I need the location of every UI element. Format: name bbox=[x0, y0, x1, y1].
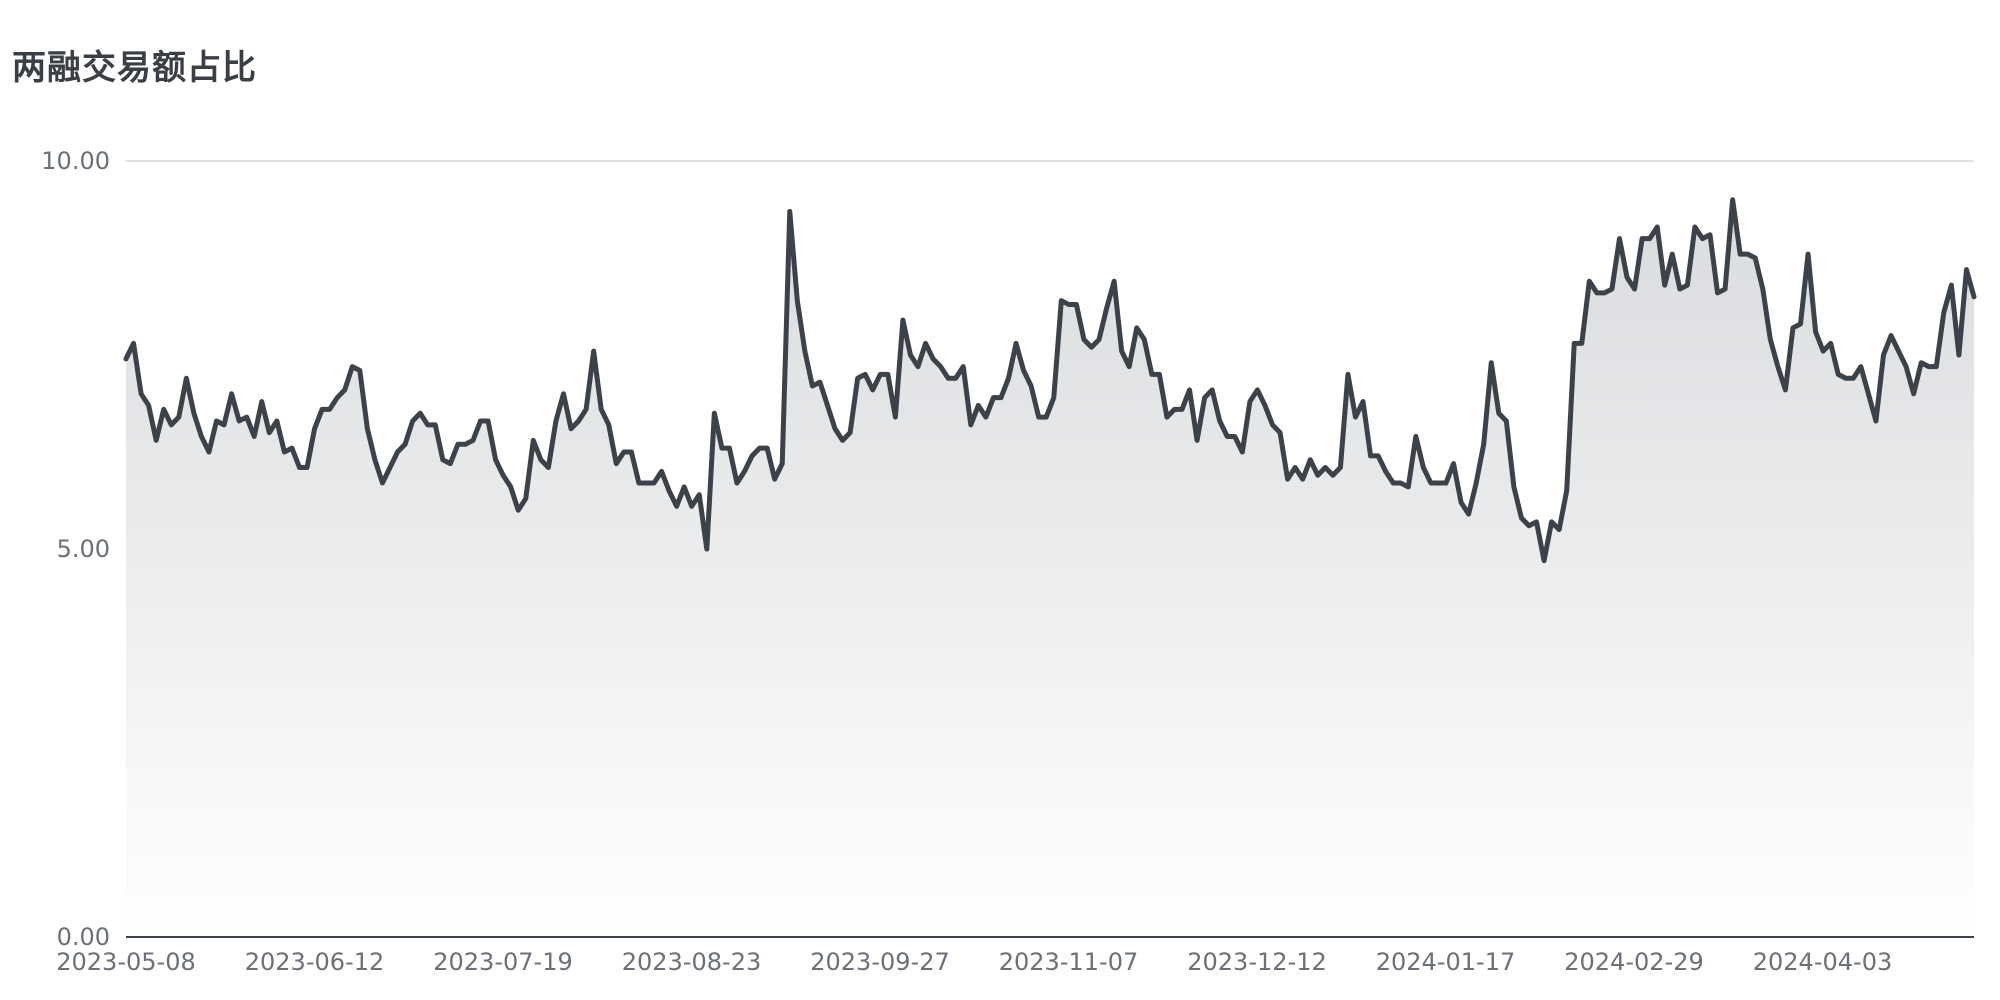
x-tick-label: 2024-02-29 bbox=[1564, 948, 1703, 976]
x-tick-label: 2023-12-12 bbox=[1187, 948, 1326, 976]
series-area bbox=[126, 199, 1974, 938]
x-tick-label: 2023-05-08 bbox=[56, 948, 195, 976]
chart-title: 两融交易额占比 bbox=[12, 48, 257, 88]
x-axis-ticks: 2023-05-08 2023-06-12 2023-07-19 2023-08-23… bbox=[56, 948, 1892, 976]
x-tick-label: 2024-01-17 bbox=[1376, 948, 1515, 976]
x-tick-label: 2023-08-23 bbox=[622, 948, 761, 976]
y-axis-ticks: 0.00 5.00 10.00 bbox=[41, 147, 110, 951]
x-tick-label: 2024-04-03 bbox=[1753, 948, 1892, 976]
y-tick-label: 10.00 bbox=[41, 147, 110, 175]
series-line bbox=[123, 197, 1977, 564]
y-tick-label: 5.00 bbox=[57, 535, 110, 563]
x-tick-label: 2023-07-19 bbox=[433, 948, 572, 976]
x-tick-label: 2023-09-27 bbox=[810, 948, 949, 976]
y-tick-label: 0.00 bbox=[57, 923, 110, 951]
x-tick-label: 2023-06-12 bbox=[245, 948, 384, 976]
x-tick-label: 2023-11-07 bbox=[999, 948, 1138, 976]
